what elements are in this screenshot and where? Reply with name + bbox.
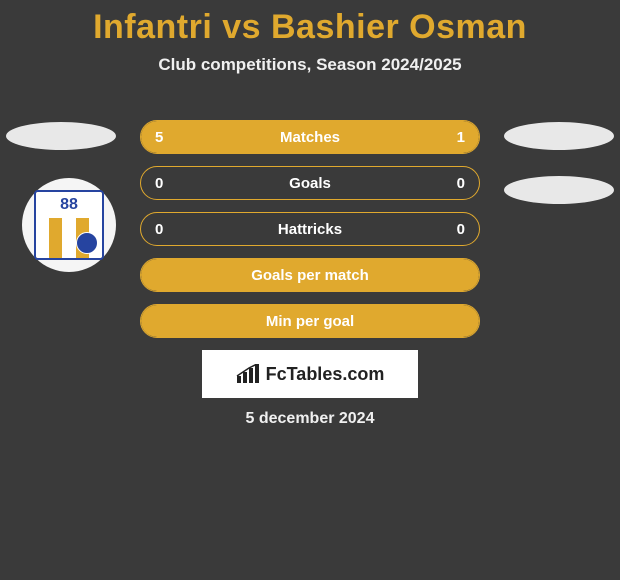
stat-value-right: 0 [457,175,465,192]
logo-text: FcTables.com [266,364,385,385]
stat-label: Goals [141,175,479,192]
badge-number: 88 [36,192,102,218]
stats-panel: 5 Matches 1 0 Goals 0 0 Hattricks 0 Goal… [140,120,480,350]
bar-chart-icon [236,364,260,384]
stat-value-right: 1 [457,129,465,146]
stat-label: Min per goal [141,313,479,330]
main-container: Infantri vs Bashier Osman Club competiti… [0,0,620,580]
stat-row-hattricks: 0 Hattricks 0 [140,212,480,246]
stat-row-matches: 5 Matches 1 [140,120,480,154]
fctables-logo: FcTables.com [202,350,418,398]
avatar-placeholder-left [6,122,116,150]
stat-value-right: 0 [457,221,465,238]
team-badge: 88 [22,178,116,272]
soccer-ball-icon [76,232,98,254]
page-title: Infantri vs Bashier Osman [0,0,620,47]
stat-row-gpm: Goals per match [140,258,480,292]
stat-label: Hattricks [141,221,479,238]
stat-label: Goals per match [141,267,479,284]
stat-row-mpg: Min per goal [140,304,480,338]
date-text: 5 december 2024 [0,410,620,428]
avatar-placeholder-right-2 [504,176,614,204]
avatar-placeholder-right-1 [504,122,614,150]
badge-shield: 88 [34,190,104,260]
subtitle: Club competitions, Season 2024/2025 [0,55,620,75]
stat-label: Matches [141,129,479,146]
stat-row-goals: 0 Goals 0 [140,166,480,200]
